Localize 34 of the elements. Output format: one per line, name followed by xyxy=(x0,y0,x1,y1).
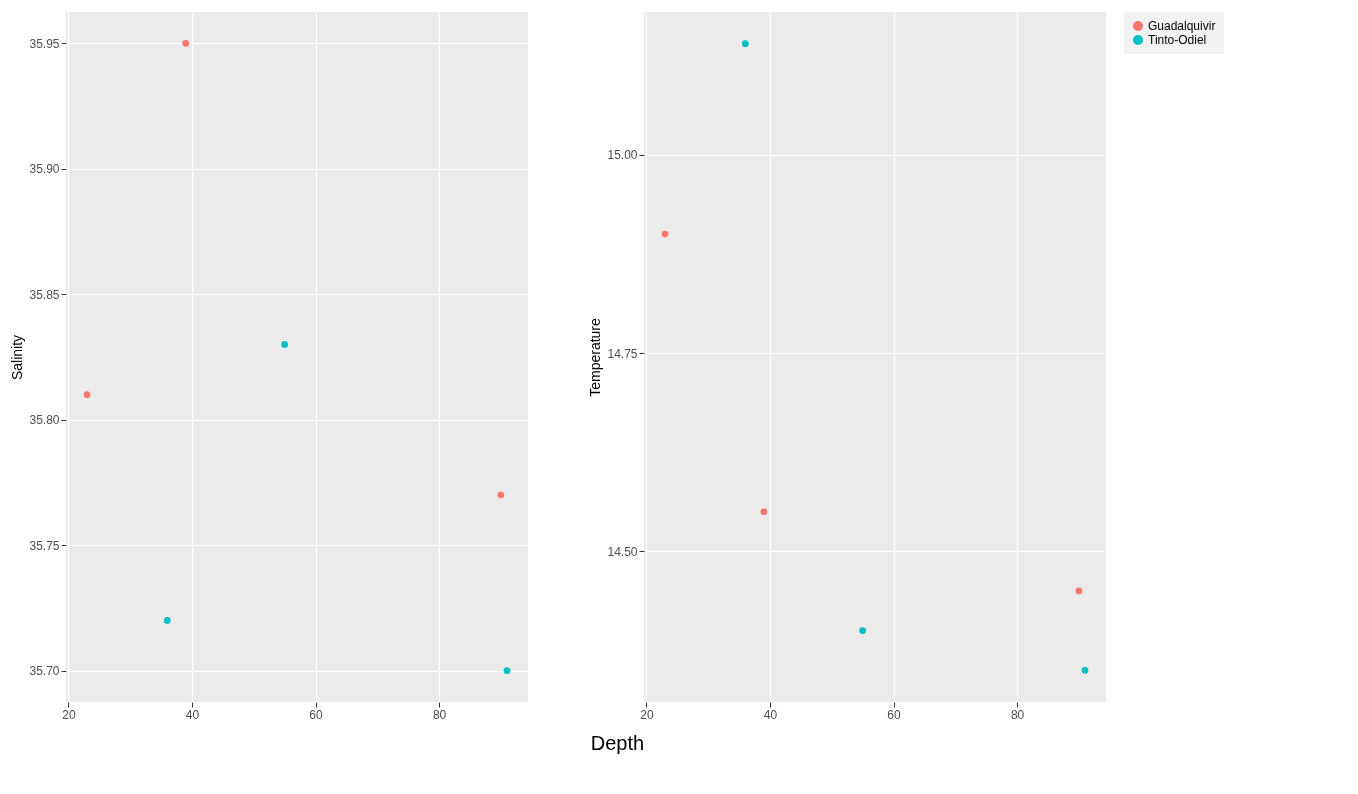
point xyxy=(1081,666,1089,674)
x-tick-label: 80 xyxy=(432,707,447,722)
point xyxy=(83,391,91,398)
x-tick-label: 80 xyxy=(1010,707,1025,722)
y-tick-label: 14.75 xyxy=(607,346,638,361)
legend-label: Tinto-Odiel xyxy=(1148,33,1207,47)
point xyxy=(281,341,288,348)
point xyxy=(163,617,171,624)
x-tick-label: 60 xyxy=(309,707,324,722)
x-tick-label: 20 xyxy=(62,707,76,722)
y-tick-label: 35.70 xyxy=(29,664,60,679)
y-tick-label: 35.85 xyxy=(29,287,60,302)
y-axis-title: Salinity xyxy=(9,334,26,381)
y-tick-label: 35.80 xyxy=(29,413,60,428)
point xyxy=(182,40,190,47)
point xyxy=(859,627,866,634)
point xyxy=(661,230,669,238)
x-axis-title: Depth xyxy=(590,732,645,754)
x-tick-label: 60 xyxy=(887,707,902,722)
point xyxy=(741,40,749,48)
y-tick-label: 14.50 xyxy=(607,544,638,559)
x-tick-label: 40 xyxy=(185,707,200,722)
y-axis-title: Temperature xyxy=(587,317,604,397)
point xyxy=(503,667,511,674)
legend-label: Guadalquivir xyxy=(1148,19,1216,33)
point xyxy=(760,508,768,515)
point xyxy=(497,491,505,499)
y-tick-label: 35.75 xyxy=(29,538,60,553)
y-tick-label: 35.90 xyxy=(29,162,60,177)
y-tick-label: 35.95 xyxy=(29,36,60,51)
x-tick-label: 20 xyxy=(640,707,654,722)
x-tick-label: 40 xyxy=(763,707,778,722)
y-tick-label: 15.00 xyxy=(607,148,638,163)
point xyxy=(1075,587,1083,595)
